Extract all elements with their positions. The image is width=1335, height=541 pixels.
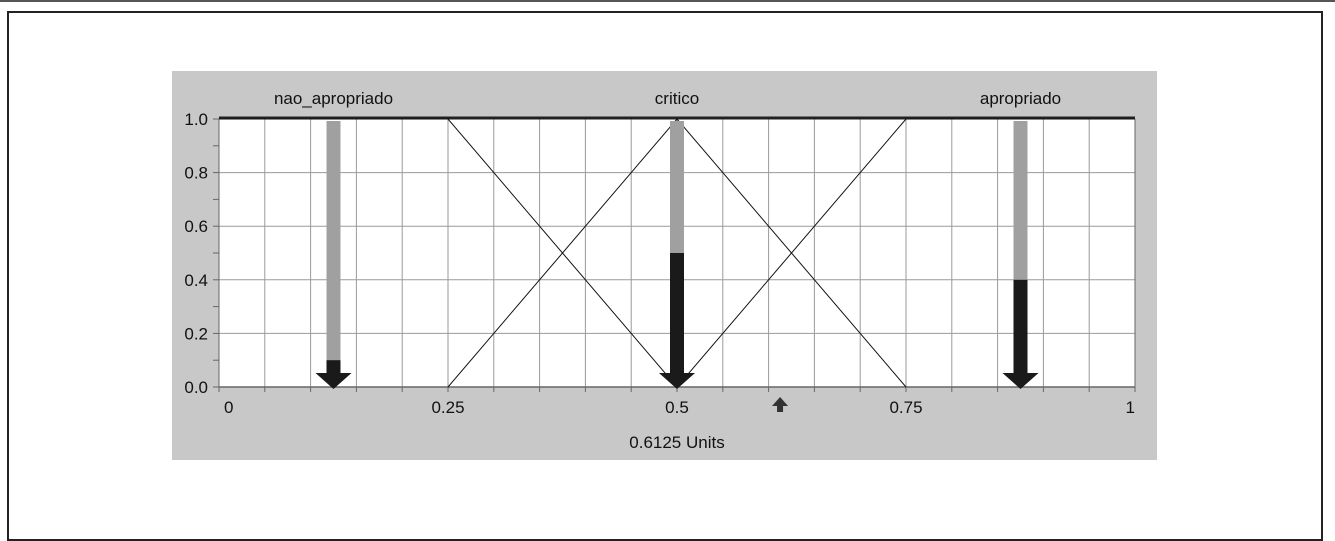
membership-chart: nao_apropriado critico apropriado 0.0 0.2 0.4… bbox=[184, 89, 1136, 452]
bar-arrow-apropriado bbox=[1002, 373, 1039, 389]
mf-line-apropriado bbox=[676, 118, 1135, 388]
mf-label-apropriado: apropriado bbox=[980, 89, 1061, 108]
y-tick-label: 0.4 bbox=[184, 271, 208, 290]
y-tick-label: 0.2 bbox=[184, 324, 208, 343]
bar-value-apropriado bbox=[1013, 279, 1028, 373]
x-tick-label: 0.75 bbox=[889, 398, 922, 417]
x-axis-label: 0.6125 Units bbox=[629, 433, 724, 452]
bar-range-nao_apropriado bbox=[326, 121, 341, 373]
y-tick-label: 0.0 bbox=[184, 378, 208, 397]
mf-label-critico: critico bbox=[655, 89, 699, 108]
input-marker-arrow[interactable] bbox=[772, 397, 789, 412]
y-tick-label: 0.8 bbox=[184, 164, 208, 183]
bar-value-nao_apropriado bbox=[326, 360, 341, 373]
bar-value-critico bbox=[670, 253, 684, 373]
page-top-rule bbox=[0, 0, 1335, 2]
y-tick-label: 1.0 bbox=[184, 110, 208, 129]
mf-label-nao_apropriado: nao_apropriado bbox=[274, 89, 393, 108]
mf-line-critico bbox=[447, 118, 907, 388]
x-tick-label: 0.25 bbox=[431, 398, 464, 417]
chart-panel: nao_apropriado critico apropriado 0.0 0.2 0.4… bbox=[172, 71, 1157, 460]
y-tick-label: 0.6 bbox=[184, 217, 208, 236]
x-tick-label: 1 bbox=[1126, 398, 1135, 417]
mf-line-nao_apropriado bbox=[219, 118, 678, 388]
bar-arrow-nao_apropriado bbox=[315, 373, 352, 389]
x-tick-label: 0 bbox=[224, 398, 233, 417]
bar-arrow-critico bbox=[659, 373, 695, 389]
x-tick-label: 0.5 bbox=[665, 398, 689, 417]
